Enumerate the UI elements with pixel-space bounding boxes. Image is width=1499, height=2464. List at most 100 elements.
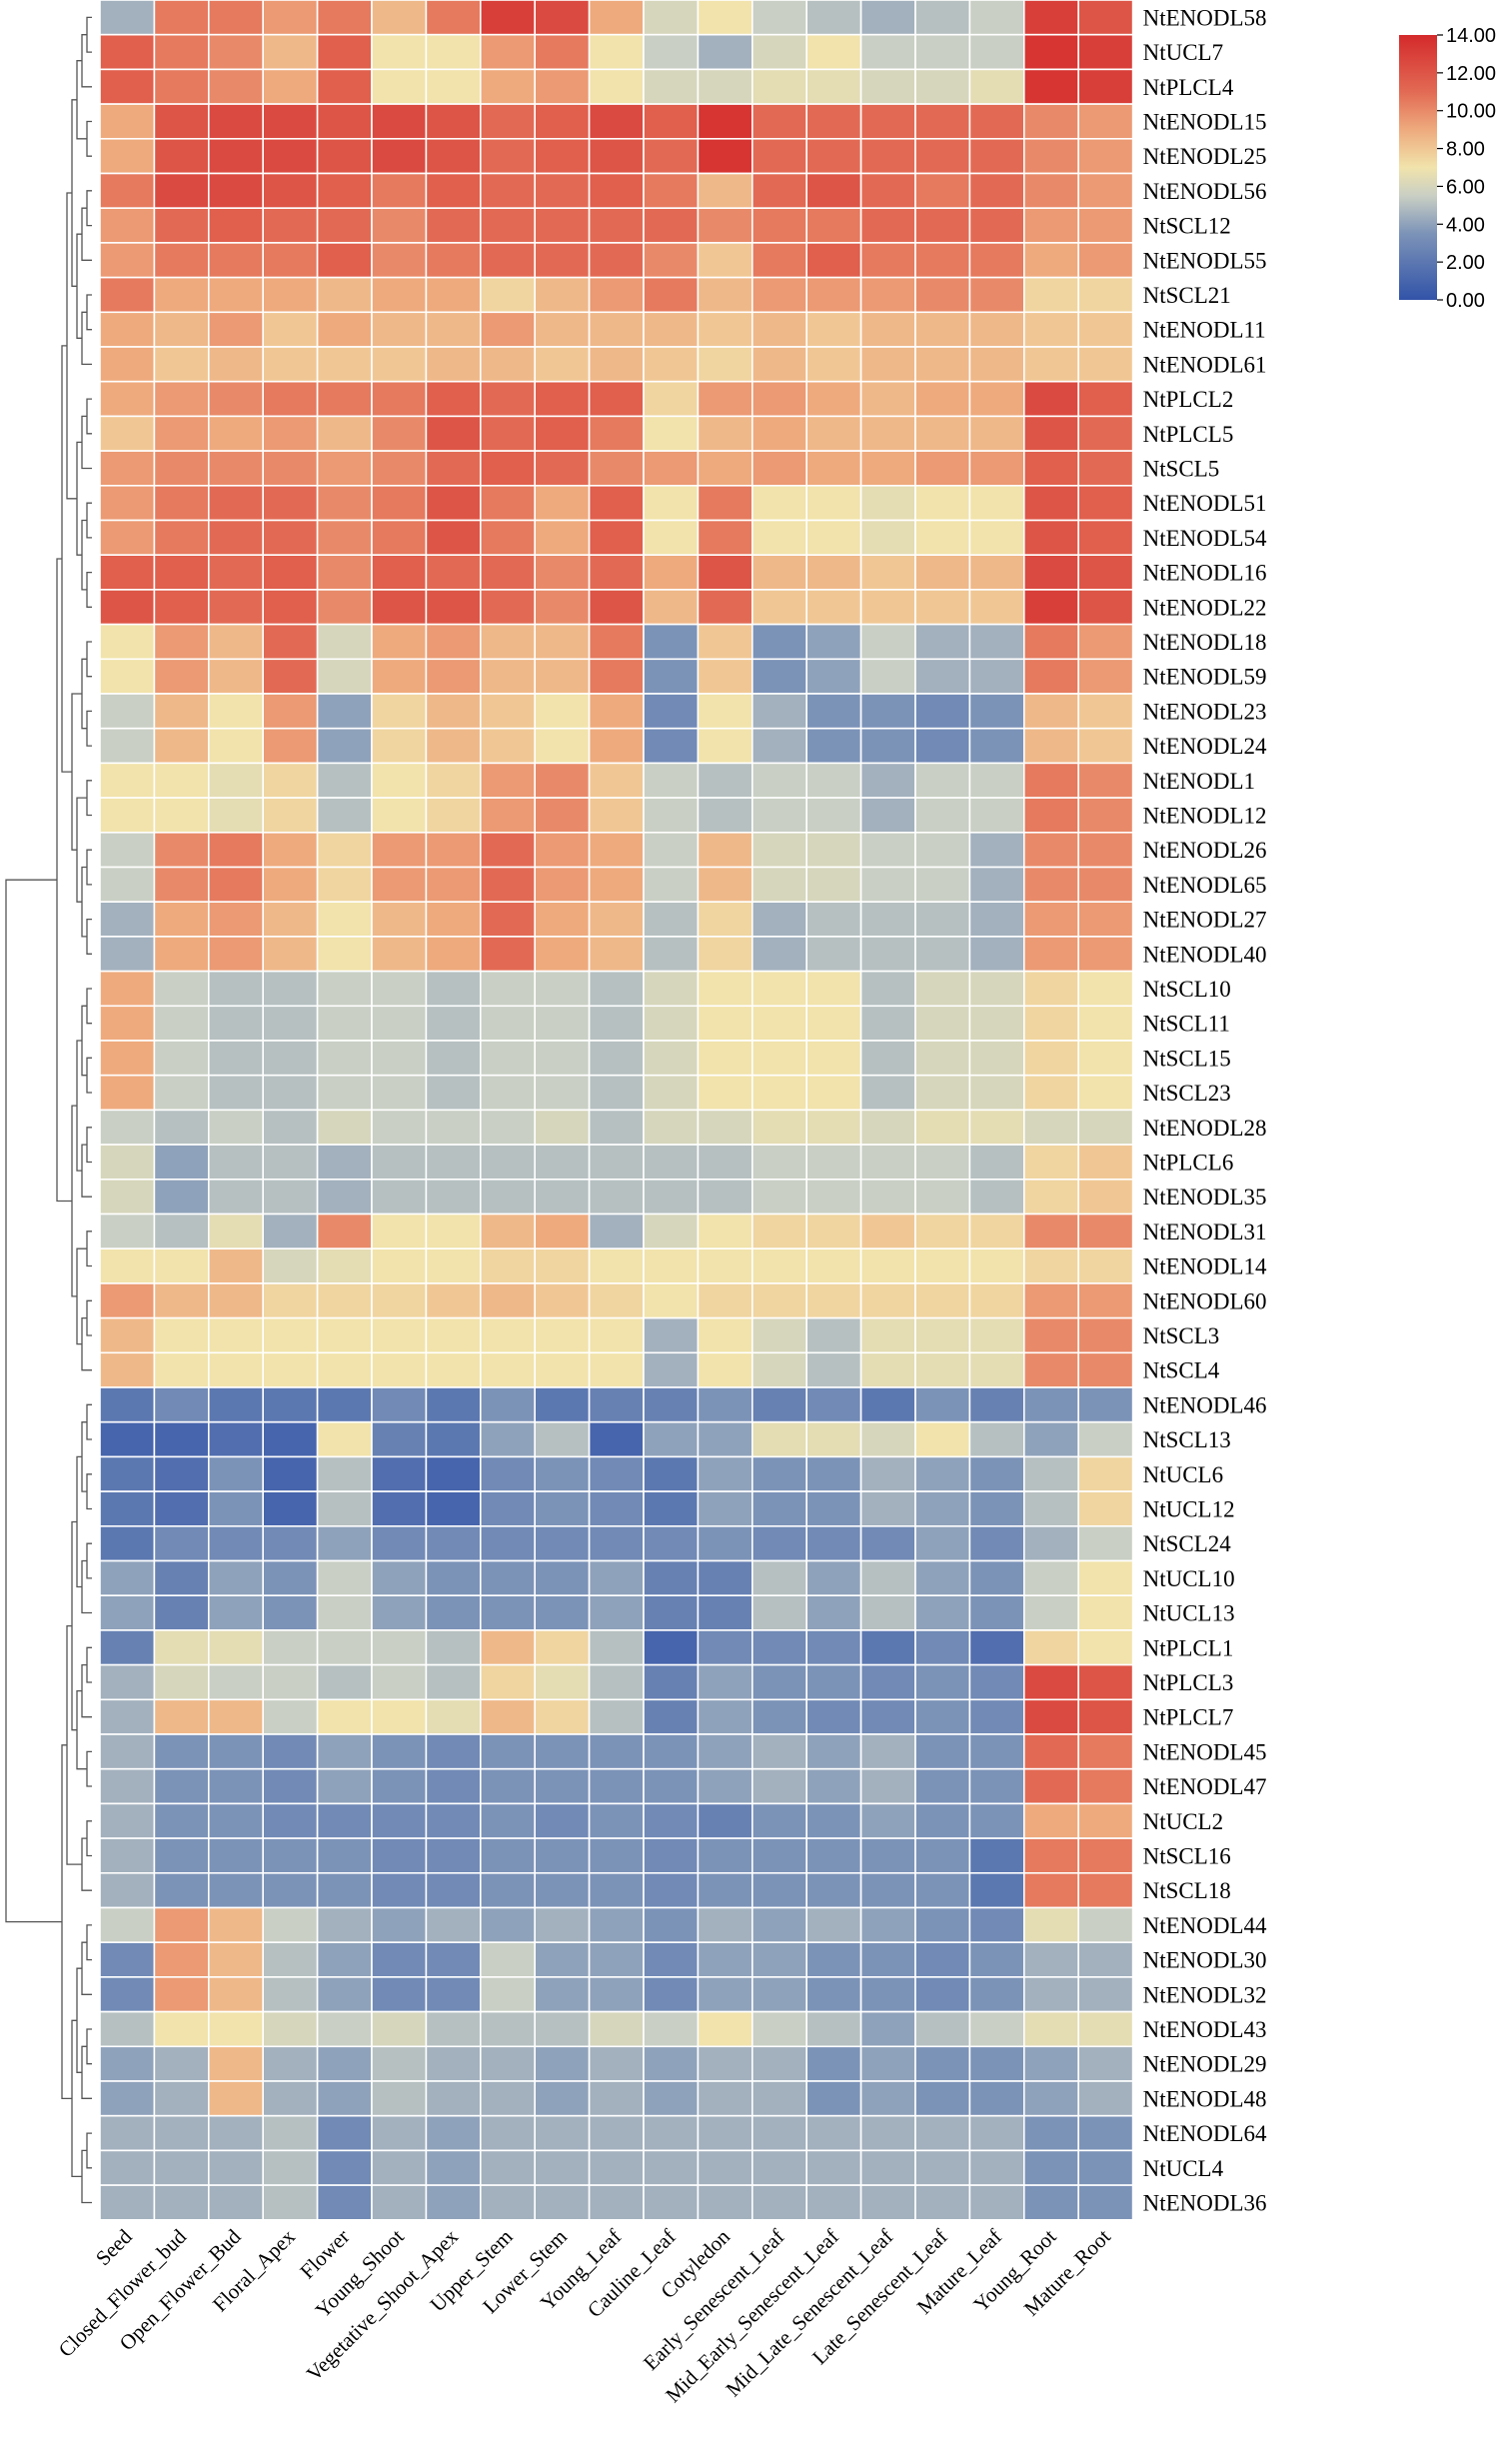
heatmap-cell [750, 1351, 807, 1388]
heatmap-cell [371, 1698, 428, 1735]
heatmap-cell [153, 693, 210, 730]
heatmap-cell [968, 1837, 1025, 1874]
heatmap-cell [1023, 1316, 1080, 1354]
heatmap-cell [588, 346, 645, 383]
heatmap-cell [588, 311, 645, 348]
heatmap-cell [968, 1420, 1025, 1458]
heatmap-cell [697, 1629, 753, 1666]
heatmap-cell [859, 554, 916, 591]
heatmap-cell [208, 1906, 265, 1944]
heatmap-cell [153, 311, 210, 348]
heatmap-cell [425, 1109, 482, 1146]
heatmap-cell [99, 1213, 156, 1250]
heatmap-cell [425, 1282, 482, 1319]
heatmap-cell [208, 242, 265, 279]
heatmap-cell [643, 1976, 700, 2013]
heatmap-cell [262, 68, 319, 105]
heatmap-cell [316, 1733, 373, 1770]
heatmap-cell [968, 1872, 1025, 1909]
heatmap-cell [262, 866, 319, 904]
heatmap-cell [425, 2184, 482, 2221]
heatmap-cell [914, 1040, 971, 1077]
heatmap-cell [208, 589, 265, 626]
heatmap-cell [316, 1976, 373, 2013]
heatmap-cell [262, 554, 319, 591]
heatmap-cell [968, 33, 1025, 71]
heatmap-cell [534, 2149, 591, 2186]
heatmap-cell [99, 172, 156, 210]
heatmap-cell [805, 138, 862, 175]
heatmap-cell [859, 1525, 916, 1562]
heatmap-cell [208, 1455, 265, 1492]
heatmap-cell [153, 2114, 210, 2152]
heatmap-cell [697, 380, 753, 418]
heatmap-cell [208, 172, 265, 210]
heatmap-cell [316, 1005, 373, 1042]
heatmap-cell [750, 2114, 807, 2152]
heatmap-cell [99, 1109, 156, 1146]
heatmap-cell [1023, 1733, 1080, 1770]
heatmap-cell [99, 1386, 156, 1423]
heatmap-cell [1023, 33, 1080, 71]
heatmap-cell [697, 1698, 753, 1735]
heatmap-cell [805, 1872, 862, 1909]
heatmap-cell [805, 484, 862, 522]
heatmap-cell [153, 1040, 210, 1077]
heatmap-cell [1077, 1144, 1134, 1181]
heatmap-cell [479, 1351, 536, 1388]
heatmap-cell [805, 0, 862, 36]
heatmap-cell [859, 797, 916, 834]
heatmap-cell [479, 207, 536, 244]
heatmap-cell [371, 1247, 428, 1284]
heatmap-cell [99, 2149, 156, 2186]
dendrogram-branch [86, 16, 92, 53]
heatmap-cell [1077, 2114, 1134, 2152]
heatmap-cell [425, 797, 482, 834]
heatmap-cell [859, 1282, 916, 1319]
heatmap-cell [534, 1733, 591, 1770]
heatmap-cell [805, 380, 862, 418]
heatmap-cell [1077, 831, 1134, 869]
heatmap-cell [750, 2045, 807, 2082]
heatmap-cell [1023, 484, 1080, 522]
heatmap-cell [99, 623, 156, 661]
heatmap-cell [425, 1316, 482, 1354]
row-label: NtUCL6 [1143, 1462, 1224, 1487]
row-label: NtPLCL2 [1143, 387, 1234, 412]
heatmap-cell [153, 1802, 210, 1839]
heatmap-cell [805, 450, 862, 487]
row-label: NtENODL61 [1143, 352, 1267, 377]
heatmap-cell [534, 1906, 591, 1944]
heatmap-cell [153, 519, 210, 557]
heatmap-cell [914, 68, 971, 105]
heatmap-cell [643, 311, 700, 348]
heatmap-cell [534, 970, 591, 1008]
heatmap-cell [643, 1802, 700, 1839]
heatmap-cell [153, 2080, 210, 2117]
heatmap-cell [534, 138, 591, 175]
dendrogram-branch [86, 1542, 92, 1579]
heatmap-cell [588, 1351, 645, 1388]
row-label: NtENODL26 [1143, 838, 1267, 863]
heatmap-cell [643, 1213, 700, 1250]
heatmap-cell [750, 1837, 807, 1874]
heatmap-cell [153, 1837, 210, 1874]
heatmap-cell [588, 727, 645, 765]
heatmap-cell [316, 901, 373, 938]
heatmap-cell [1077, 311, 1134, 348]
heatmap-cell [588, 172, 645, 210]
heatmap-cell [153, 103, 210, 140]
heatmap-cell [316, 1906, 373, 1944]
row-label: NtPLCL6 [1143, 1150, 1234, 1175]
heatmap-cell [1023, 1455, 1080, 1492]
heatmap-cell [750, 242, 807, 279]
heatmap-cell [697, 970, 753, 1008]
heatmap-cell [1077, 589, 1134, 626]
heatmap-cell [914, 1525, 971, 1562]
heatmap-cell [534, 1074, 591, 1112]
heatmap-cell [425, 242, 482, 279]
heatmap-cell [425, 1213, 482, 1250]
heatmap-cell [262, 1733, 319, 1770]
heatmap-cell [371, 2010, 428, 2048]
heatmap-cell [99, 1144, 156, 1181]
